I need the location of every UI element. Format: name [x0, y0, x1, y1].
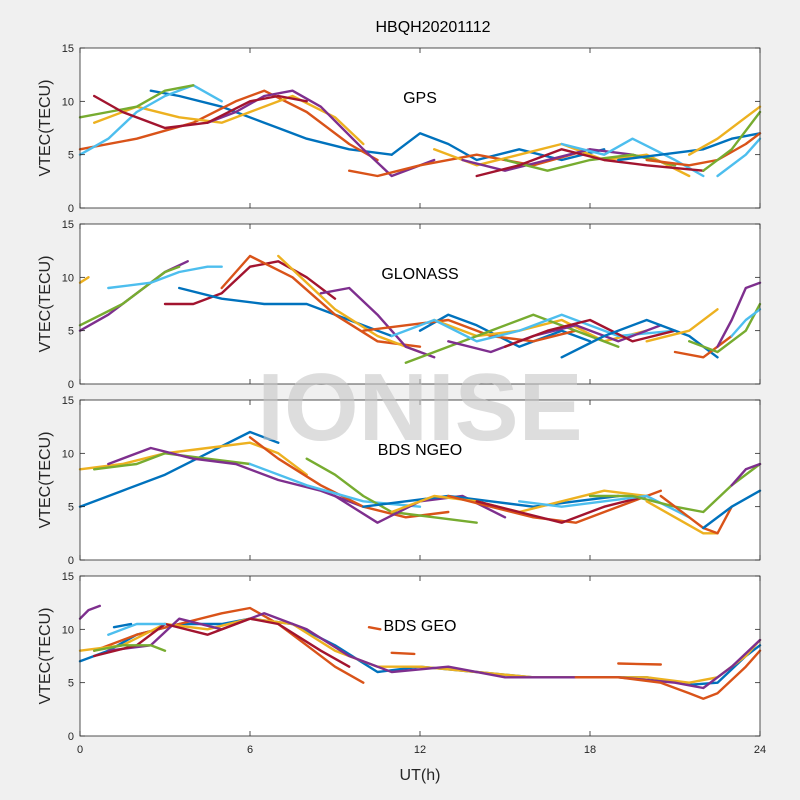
x-axis-label: UT(h) — [400, 767, 441, 784]
series-line — [78, 89, 379, 162]
y-tick-label: 10 — [62, 96, 74, 108]
watermark: IONISE — [257, 354, 582, 461]
y-tick-label: 10 — [62, 624, 74, 636]
series-line — [688, 105, 762, 156]
series-line — [645, 500, 719, 535]
series-line — [702, 110, 762, 172]
series-line — [92, 617, 351, 668]
series-line — [390, 313, 677, 343]
chart-panel-0: 0 5 10 15 VTEC(TECU) GPS — [37, 43, 762, 215]
chart-panel-2: 0 5 10 15 VTEC(TECU) BDS NGEO — [37, 395, 762, 567]
series-line — [78, 276, 90, 284]
series-line — [206, 89, 436, 178]
chart-panel-1: 0 5 10 15 VTEC(TECU) GLONASS — [37, 219, 762, 391]
series-line — [503, 153, 677, 172]
series-line — [390, 132, 606, 162]
y-tick-label: 10 — [62, 272, 74, 284]
series-line — [503, 318, 677, 348]
y-tick-label: 5 — [68, 326, 74, 338]
series-line — [78, 617, 762, 684]
series-line — [574, 649, 762, 700]
series-line — [78, 265, 181, 327]
series-line — [92, 94, 308, 130]
series-line — [78, 604, 102, 620]
panel-label: BDS GEO — [384, 618, 457, 635]
series-line — [362, 318, 577, 343]
series-line — [107, 622, 167, 636]
series-line — [716, 137, 762, 178]
y-tick-label: 15 — [62, 43, 74, 55]
y-tick-label: 0 — [68, 203, 74, 215]
series-line — [362, 494, 620, 508]
y-tick-label: 5 — [68, 502, 74, 514]
series-line — [645, 308, 719, 343]
series-line — [220, 254, 422, 348]
x-tick-label: 12 — [414, 744, 426, 756]
x-tick-label: 18 — [584, 744, 596, 756]
series-line — [112, 622, 133, 629]
series-line — [688, 302, 762, 354]
y-tick-label: 15 — [62, 571, 74, 583]
y-axis-label: VTEC(TECU) — [37, 80, 54, 177]
series-line — [716, 281, 762, 348]
series-line — [390, 651, 416, 656]
series-line — [367, 626, 382, 631]
panel-label: GLONASS — [381, 266, 458, 283]
series-line — [319, 286, 436, 359]
panel-label: BDS NGEO — [378, 442, 462, 459]
series-line — [78, 84, 223, 156]
x-tick-label: 6 — [247, 744, 253, 756]
series-line — [78, 84, 195, 119]
series-line — [78, 441, 308, 476]
series-line — [149, 89, 393, 156]
series-line — [673, 334, 733, 359]
y-tick-label: 15 — [62, 395, 74, 407]
y-tick-label: 15 — [62, 219, 74, 231]
series-line — [475, 494, 648, 524]
chart-panel-3: 0 5 10 15 0 6 12 18 24 VTEC(TECU) BDS GEO — [37, 571, 766, 756]
y-tick-label: 0 — [68, 379, 74, 391]
series-line — [730, 462, 762, 487]
series-line — [78, 430, 280, 508]
plot-area — [80, 576, 760, 736]
figure-title: HBQH20201112 — [375, 19, 490, 36]
plot-area — [80, 400, 760, 560]
series-line — [92, 452, 252, 471]
y-axis-label: VTEC(TECU) — [37, 432, 54, 529]
series-line — [617, 662, 662, 666]
series-line — [348, 148, 592, 178]
y-tick-label: 0 — [68, 555, 74, 567]
series-line — [107, 446, 365, 508]
series-line — [475, 148, 705, 178]
series-line — [92, 644, 167, 652]
y-tick-label: 5 — [68, 150, 74, 162]
series-line — [163, 260, 337, 306]
y-axis-label: VTEC(TECU) — [37, 256, 54, 353]
series-line — [404, 313, 620, 364]
series-line — [730, 308, 762, 338]
x-tick-label: 0 — [77, 744, 83, 756]
series-line — [702, 489, 762, 530]
panel-label: GPS — [403, 90, 437, 107]
series-line — [277, 254, 422, 354]
panels: 0 5 10 15 VTEC(TECU) GPS 0 5 10 15 VTEC(TECU) GLONA… — [37, 43, 766, 756]
plot-area — [80, 48, 760, 208]
y-tick-label: 0 — [68, 731, 74, 743]
y-axis-label: VTEC(TECU) — [37, 608, 54, 705]
series-line — [107, 612, 762, 690]
y-tick-label: 10 — [62, 448, 74, 460]
series-line — [107, 265, 223, 290]
series-line — [560, 318, 719, 359]
y-tick-label: 5 — [68, 678, 74, 690]
x-tick-label: 24 — [754, 744, 766, 756]
